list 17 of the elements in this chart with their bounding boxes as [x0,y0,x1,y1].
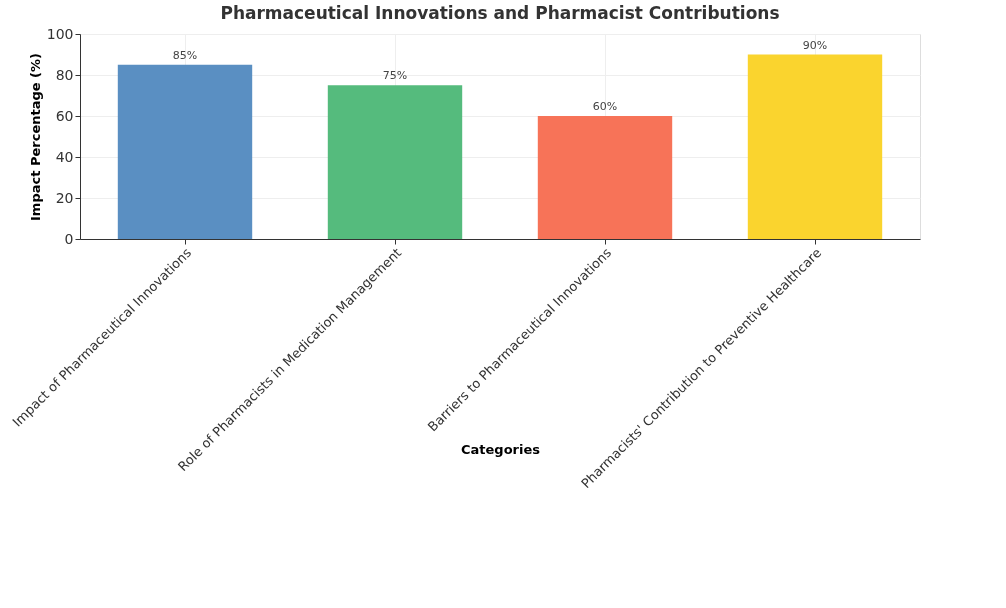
y-tick-label: 100 [46,25,74,42]
y-tick-label: 60 [55,107,74,124]
bar [327,85,463,239]
chart-title: Pharmaceutical Innovations and Pharmacist Contributions [220,3,780,23]
y-axis-title: Impact Percentage (%) [27,53,43,221]
bar [117,64,253,239]
y-tick-label: 20 [55,189,74,206]
data-label: 90% [802,38,828,52]
data-label: 85% [172,48,198,62]
data-label: 60% [592,100,618,113]
data-label: 75% [382,69,408,83]
x-axis-title: Categories [460,441,541,457]
bar [747,54,883,239]
y-tick-label: 80 [55,66,74,83]
y-tick-label: 40 [55,148,74,165]
y-tick-label: 0 [64,230,74,247]
bar [537,116,673,239]
